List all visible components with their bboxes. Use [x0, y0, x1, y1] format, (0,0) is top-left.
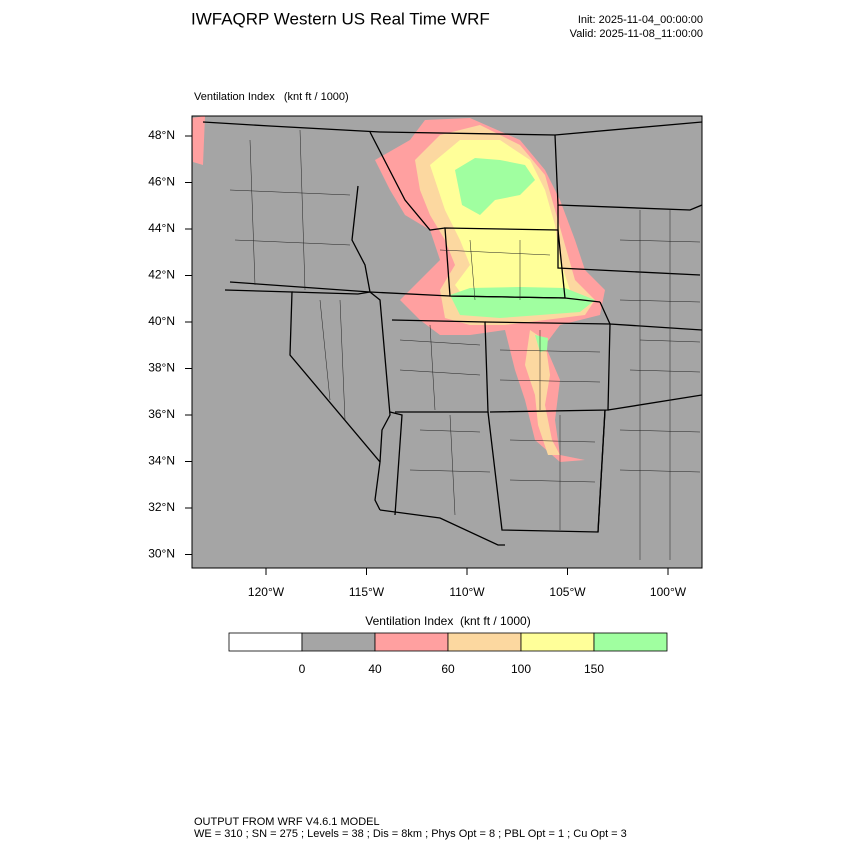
colorbar: 0 40 60 100 150 — [228, 632, 668, 676]
colorbar-tick-label: 40 — [368, 662, 382, 676]
colorbar-swatch — [520, 632, 595, 652]
colorbar-tick-label: 60 — [441, 662, 455, 676]
footer-line: OUTPUT FROM WRF V4.6.1 MODEL — [194, 816, 380, 828]
valid-time: Valid: 2025-11-08_11:00:00 — [570, 28, 703, 40]
latitude-label: 44°N — [148, 221, 175, 235]
longitude-label: 120°W — [248, 585, 285, 599]
longitude-label: 115°W — [349, 585, 385, 599]
latitude-label: 46°N — [148, 175, 175, 189]
longitude-label: 100°W — [650, 585, 687, 599]
colorbar-swatch — [374, 632, 449, 652]
ventilation-shading — [192, 116, 605, 462]
colorbar-title: Ventilation Index (knt ft / 1000) — [365, 614, 530, 628]
state-borders — [202, 121, 702, 546]
init-time: Init: 2025-11-04_00:00:00 — [578, 14, 703, 26]
title: IWFAQRP Western US Real Time WRF — [191, 9, 490, 28]
colorbar-tick-label: 0 — [299, 662, 306, 676]
latitude-label: 42°N — [148, 268, 175, 282]
map: 48°N 46°N 44°N 42°N 40°N 38°N 36°N 34°N 32°N 30°N… — [148, 115, 703, 599]
latitude-label: 34°N — [148, 454, 175, 468]
map-frame — [191, 115, 703, 569]
latitude-label: 48°N — [148, 128, 175, 142]
latitude-label: 38°N — [148, 361, 175, 375]
latitude-label: 30°N — [148, 547, 175, 561]
colorbar-swatch — [301, 632, 376, 652]
county-lines — [229, 129, 701, 560]
colorbar-tick-label: 150 — [584, 662, 604, 676]
longitude-label: 110°W — [449, 585, 485, 599]
latitude-label: 40°N — [148, 314, 175, 328]
map-field-label: Ventilation Index (knt ft / 1000) — [194, 91, 349, 103]
colorbar-swatch — [593, 632, 668, 652]
colorbar-swatch — [228, 632, 303, 652]
footer-line: WE = 310 ; SN = 275 ; Levels = 38 ; Dis … — [194, 828, 627, 840]
colorbar-swatch — [447, 632, 522, 652]
latitude-label: 32°N — [148, 500, 175, 514]
longitude-label: 105°W — [549, 585, 586, 599]
latitude-label: 36°N — [148, 407, 175, 421]
colorbar-tick-label: 100 — [511, 662, 531, 676]
